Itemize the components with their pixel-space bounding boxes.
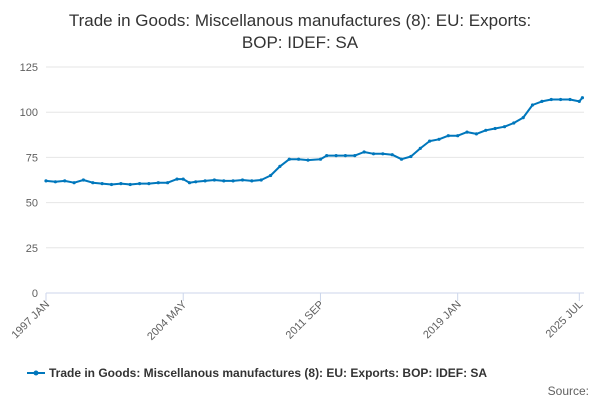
data-point[interactable] [446,134,450,138]
data-point[interactable] [577,99,581,103]
legend[interactable]: Trade in Goods: Miscellanous manufacture… [27,366,487,380]
chart-title-line-1: Trade in Goods: Miscellanous manufacture… [69,11,531,30]
data-point[interactable] [231,179,235,183]
data-point[interactable] [72,181,76,185]
x-tick-label: 2004 MAY [145,298,190,343]
y-tick-label: 75 [26,152,38,164]
x-tick-label: 2025 JUL [544,299,586,341]
data-point[interactable] [371,152,376,156]
data-point[interactable] [240,178,245,182]
data-point[interactable] [81,178,85,182]
data-point[interactable] [390,153,394,157]
data-point[interactable] [318,157,323,161]
data-point[interactable] [91,181,95,185]
data-point[interactable] [484,128,488,132]
y-tick-label: 50 [26,198,38,210]
y-tick-label: 25 [26,243,38,255]
x-tick-label: 2011 SEP [284,299,327,342]
data-point[interactable] [334,154,338,158]
data-point[interactable] [399,157,404,161]
data-point[interactable] [325,154,329,158]
data-point[interactable] [474,132,478,136]
data-point[interactable] [343,154,347,158]
data-point[interactable] [269,173,273,178]
data-point[interactable] [381,152,385,156]
data-point[interactable] [100,182,104,186]
data-point[interactable] [409,154,413,159]
data-point[interactable] [222,179,226,183]
data-point[interactable] [418,146,422,150]
legend-label[interactable]: Trade in Goods: Miscellanous manufacture… [49,366,487,380]
data-point[interactable] [297,157,301,161]
y-tick-label: 125 [20,62,38,74]
data-point[interactable] [306,158,310,162]
y-tick-label: 0 [32,288,38,300]
data-point[interactable] [109,182,114,187]
data-point[interactable] [559,97,563,102]
data-point[interactable] [287,157,291,161]
chart-title-line-2: BOP: IDEF: SA [242,33,359,52]
data-point[interactable] [138,182,142,186]
data-point[interactable] [428,139,432,143]
series-line[interactable] [45,97,584,186]
data-point[interactable] [63,179,67,183]
data-point[interactable] [493,126,497,131]
data-point[interactable] [194,180,198,184]
series-group [44,96,585,187]
data-point[interactable] [580,96,585,100]
data-point[interactable] [549,97,553,102]
data-point[interactable] [540,99,544,103]
x-axis-ticks: 1997 JAN 2004 MAY 2011 SEP 2019 JAN 2025 JUL [9,293,585,343]
data-point[interactable] [147,182,151,186]
data-point[interactable] [187,181,192,185]
gridlines [46,66,584,249]
data-point[interactable] [521,116,525,120]
data-point[interactable] [568,97,572,102]
data-point[interactable] [502,125,507,129]
y-axis-ticks: 0 25 50 75 100 125 [20,62,38,300]
y-tick-label: 100 [20,107,38,119]
data-point[interactable] [456,134,460,138]
x-tick-label: 1997 JAN [9,299,52,342]
data-point[interactable] [530,103,535,107]
data-point[interactable] [353,154,357,158]
data-point[interactable] [362,150,366,154]
data-point[interactable] [250,179,254,183]
data-point[interactable] [53,180,58,184]
data-point[interactable] [203,179,207,183]
x-tick-label: 2019 JAN [421,299,464,342]
data-point[interactable] [166,181,170,185]
data-point[interactable] [465,130,469,134]
legend-marker [33,370,39,376]
data-point[interactable] [212,178,216,182]
data-point[interactable] [175,177,179,181]
data-point[interactable] [259,178,263,182]
data-point[interactable] [119,182,123,186]
data-point[interactable] [437,137,441,141]
source-credit[interactable]: Source: [548,384,589,398]
data-point[interactable] [512,121,516,125]
data-point[interactable] [278,164,282,168]
data-point[interactable] [156,181,160,185]
data-point[interactable] [128,182,132,187]
data-point[interactable] [44,179,48,183]
data-point[interactable] [181,177,185,181]
